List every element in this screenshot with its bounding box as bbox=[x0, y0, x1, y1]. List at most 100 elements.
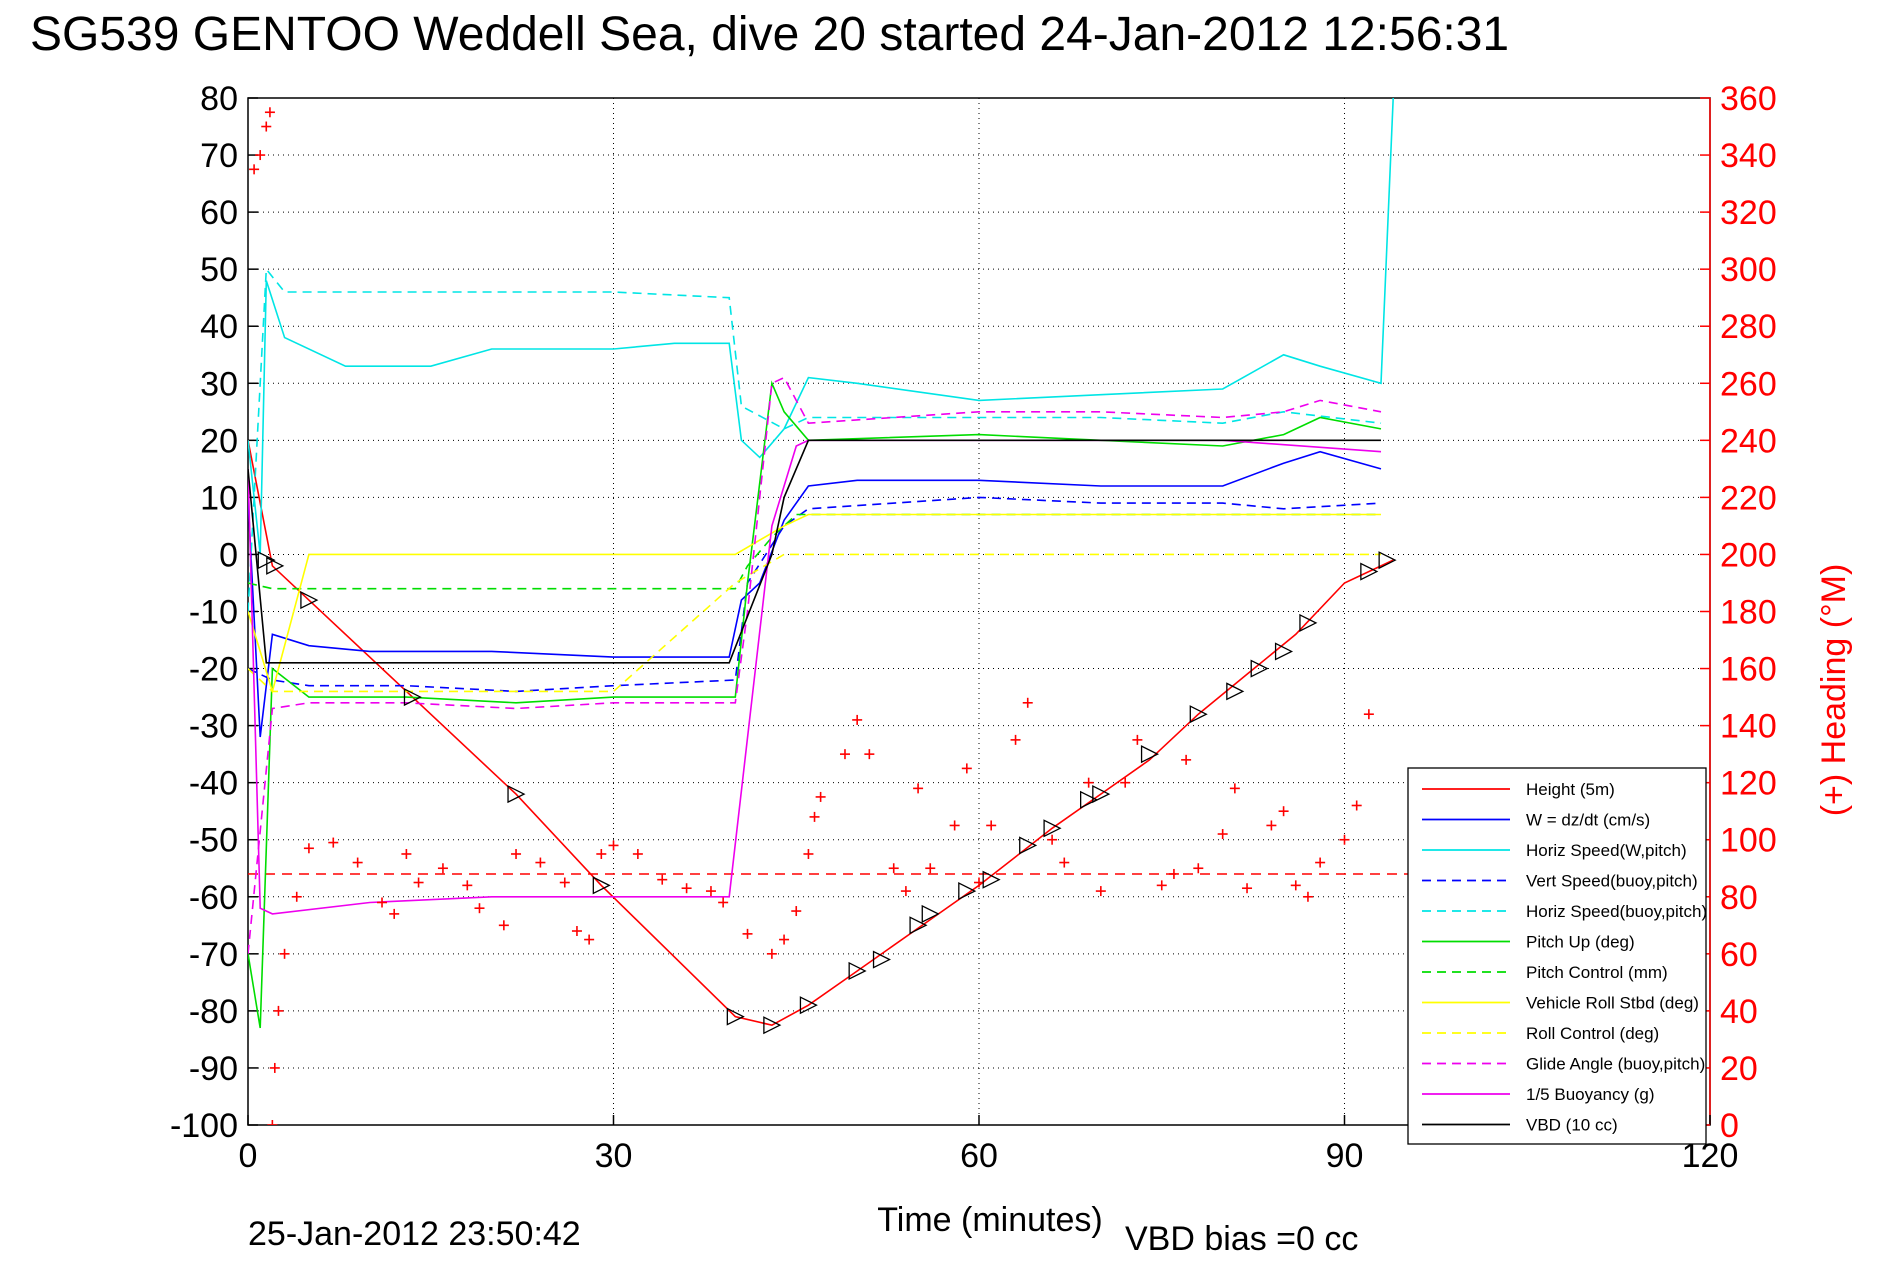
triangle-marker bbox=[266, 556, 285, 575]
heading-marker bbox=[303, 843, 314, 854]
x-axis-label: Time (minutes) bbox=[877, 1201, 1102, 1239]
heading-marker bbox=[1266, 820, 1277, 831]
chart-title: SG539 GENTOO Weddell Sea, dive 20 starte… bbox=[30, 8, 1509, 61]
triangle-marker bbox=[403, 688, 422, 707]
triangle-marker bbox=[1019, 836, 1038, 855]
footer-vbd-bias: VBD bias =0 cc bbox=[1125, 1220, 1358, 1258]
series-line bbox=[248, 380, 1382, 1029]
y-tick-label: -80 bbox=[189, 993, 238, 1031]
heading-marker bbox=[766, 948, 777, 959]
series-line bbox=[248, 376, 1382, 954]
triangle-marker bbox=[799, 996, 818, 1015]
y-tick-label: -20 bbox=[189, 651, 238, 689]
x-tick-label: 30 bbox=[595, 1137, 633, 1175]
heading-marker bbox=[779, 934, 790, 945]
y-tick-label: -70 bbox=[189, 936, 238, 974]
heading-marker bbox=[632, 848, 643, 859]
right-tick-label: 120 bbox=[1720, 765, 1777, 803]
triangle-marker bbox=[1189, 705, 1208, 724]
heading-marker bbox=[389, 908, 400, 919]
triangle-marker bbox=[848, 961, 867, 981]
heading-marker bbox=[1302, 891, 1313, 902]
heading-marker bbox=[1290, 880, 1301, 891]
heading-marker bbox=[1193, 863, 1204, 874]
heading-marker bbox=[718, 897, 729, 908]
heading-marker bbox=[1083, 777, 1094, 788]
heading-marker bbox=[815, 791, 826, 802]
heading-marker bbox=[571, 926, 582, 937]
right-tick-label: 280 bbox=[1720, 308, 1777, 346]
heading-marker bbox=[1229, 783, 1240, 794]
heading-marker bbox=[961, 763, 972, 774]
right-tick-label: 160 bbox=[1720, 651, 1777, 689]
heading-marker bbox=[279, 948, 290, 959]
heading-marker bbox=[511, 848, 522, 859]
triangle-marker bbox=[507, 785, 526, 804]
heading-marker bbox=[1095, 886, 1106, 897]
triangle-marker bbox=[592, 876, 611, 895]
legend-label: Vert Speed(buoy,pitch) bbox=[1526, 872, 1698, 891]
heading-marker bbox=[791, 906, 802, 917]
heading-marker bbox=[328, 837, 339, 848]
triangle-marker bbox=[958, 882, 977, 901]
heading-marker bbox=[705, 886, 716, 897]
triangle-marker bbox=[1250, 659, 1269, 678]
right-tick-label: 200 bbox=[1720, 536, 1777, 574]
heading-marker bbox=[839, 749, 850, 760]
heading-marker bbox=[925, 863, 936, 874]
heading-marker bbox=[681, 883, 692, 894]
heading-marker bbox=[267, 1120, 278, 1125]
heading-marker bbox=[1156, 880, 1167, 891]
triangle-marker bbox=[1378, 551, 1397, 570]
heading-marker bbox=[1168, 868, 1179, 879]
right-tick-label: 60 bbox=[1720, 936, 1758, 974]
right-tick-label: 100 bbox=[1720, 822, 1777, 860]
triangle-marker bbox=[1274, 642, 1294, 661]
right-tick-label: 240 bbox=[1720, 422, 1777, 460]
right-tick-label: 260 bbox=[1720, 365, 1777, 403]
heading-marker bbox=[261, 121, 272, 132]
y-tick-label: 30 bbox=[200, 365, 238, 403]
heading-marker bbox=[559, 877, 570, 888]
heading-marker bbox=[1363, 709, 1374, 720]
right-tick-label: 80 bbox=[1720, 879, 1758, 917]
series-line bbox=[248, 553, 1381, 693]
y-tick-label: 60 bbox=[200, 194, 238, 232]
heading-marker bbox=[809, 811, 820, 822]
y-tick-label: -90 bbox=[189, 1050, 238, 1088]
footer-date: 25-Jan-2012 23:50:42 bbox=[248, 1215, 581, 1253]
heading-marker bbox=[377, 897, 388, 908]
triangle-marker bbox=[1092, 785, 1111, 804]
triangle-marker bbox=[1360, 562, 1379, 581]
legend-label: Vehicle Roll Stbd (deg) bbox=[1526, 994, 1699, 1013]
right-tick-label: 40 bbox=[1720, 993, 1758, 1031]
legend-label: Pitch Control (mm) bbox=[1526, 963, 1668, 982]
y-tick-label: 20 bbox=[200, 422, 238, 460]
right-tick-label: 140 bbox=[1720, 708, 1777, 746]
heading-marker bbox=[413, 877, 424, 888]
legend-label: 1/5 Buoyancy (g) bbox=[1526, 1085, 1655, 1104]
triangle-marker bbox=[909, 916, 928, 935]
triangle-marker bbox=[300, 591, 319, 610]
triangle-marker bbox=[872, 950, 891, 969]
y-tick-label: -10 bbox=[189, 594, 238, 632]
legend-box bbox=[1407, 767, 1707, 1145]
triangle-marker bbox=[921, 904, 940, 923]
triangle-marker bbox=[982, 870, 1001, 889]
heading-marker bbox=[1217, 829, 1228, 840]
right-tick-label: 0 bbox=[1720, 1107, 1739, 1145]
right-tick-label: 340 bbox=[1720, 137, 1777, 175]
heading-marker bbox=[913, 783, 924, 794]
triangle-marker bbox=[1226, 682, 1245, 701]
legend-label: Pitch Up (deg) bbox=[1526, 933, 1635, 952]
y-tick-label: -100 bbox=[170, 1107, 238, 1145]
plot-area: 0 30 60 90 12080706050403020100-10-20-30-40-… bbox=[170, 80, 1777, 1175]
y-tick-label: -60 bbox=[189, 879, 238, 917]
heading-marker bbox=[888, 863, 899, 874]
heading-marker bbox=[596, 848, 607, 859]
heading-marker bbox=[264, 107, 275, 118]
right-tick-label: 180 bbox=[1720, 594, 1777, 632]
heading-marker bbox=[949, 820, 960, 831]
heading-marker bbox=[852, 714, 863, 725]
